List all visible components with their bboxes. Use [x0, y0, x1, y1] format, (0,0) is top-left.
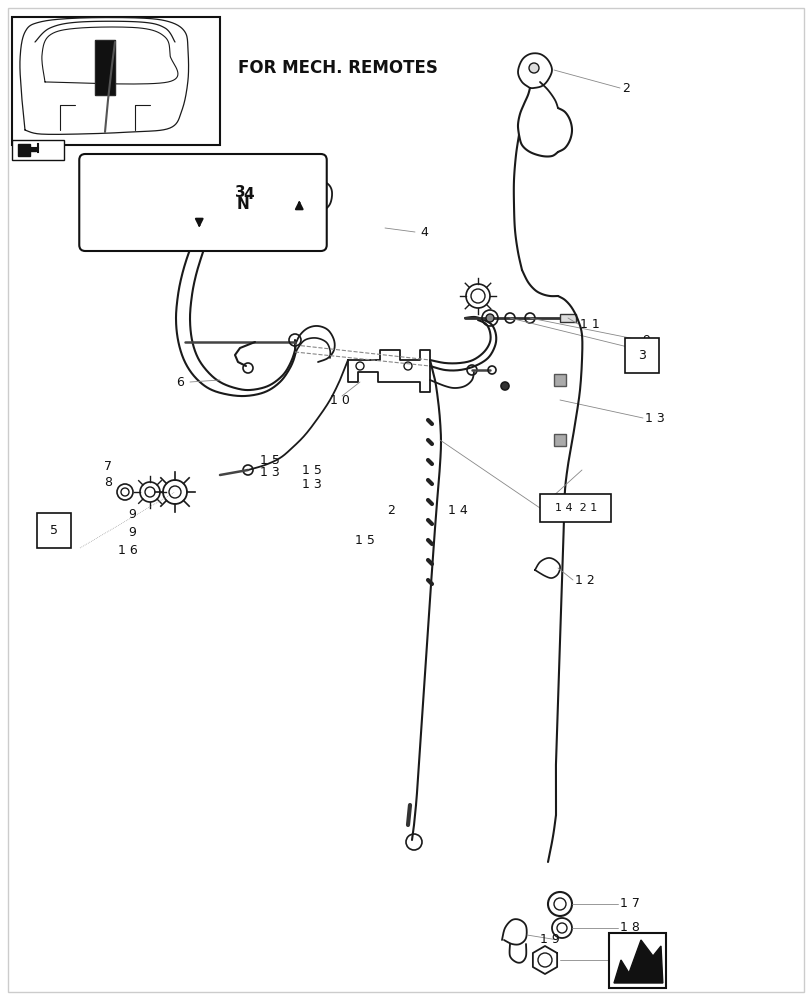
Text: 1 0: 1 0: [329, 393, 350, 406]
Bar: [553, 494, 565, 506]
Bar: [553, 374, 565, 386]
Text: 3: 3: [234, 185, 245, 200]
Polygon shape: [18, 144, 36, 156]
Bar: [560, 314, 575, 322]
Text: 1 5: 1 5: [260, 454, 280, 466]
Bar: [624, 338, 659, 373]
Text: 4: 4: [419, 226, 427, 239]
Text: N: N: [237, 197, 249, 212]
Bar: [296, 223, 303, 227]
Bar: [196, 211, 203, 215]
Text: 1 3: 1 3: [644, 412, 664, 424]
Text: 8: 8: [104, 476, 112, 488]
Text: 1 2: 1 2: [574, 574, 594, 586]
Circle shape: [115, 190, 125, 200]
Circle shape: [500, 382, 508, 390]
Bar: [196, 217, 203, 221]
Bar: [36, 513, 71, 548]
Text: 1 5: 1 5: [354, 534, 375, 546]
Bar: [296, 211, 303, 215]
Bar: [296, 217, 303, 221]
Text: 1 8: 1 8: [620, 921, 639, 934]
Polygon shape: [613, 940, 662, 983]
Text: 4: 4: [242, 187, 253, 202]
Text: 9: 9: [642, 344, 649, 357]
Text: 1 3: 1 3: [260, 466, 280, 479]
Bar: [539, 494, 611, 522]
Bar: [12, 17, 220, 145]
Text: 1: 1: [195, 194, 203, 207]
Text: 1 9: 1 9: [539, 933, 560, 946]
Polygon shape: [95, 40, 115, 95]
Text: 1 7: 1 7: [620, 898, 639, 910]
Text: 9: 9: [128, 526, 135, 538]
Text: FOR MECH. REMOTES: FOR MECH. REMOTES: [238, 59, 437, 77]
Text: 2: 2: [387, 504, 394, 516]
Circle shape: [185, 190, 195, 200]
Text: 3: 3: [637, 349, 646, 362]
Circle shape: [285, 190, 295, 200]
Text: 9: 9: [642, 334, 649, 347]
Text: 1 6: 1 6: [118, 544, 138, 556]
Text: 1 1: 1 1: [579, 318, 599, 330]
Text: 1 3: 1 3: [302, 478, 321, 490]
Bar: [95, 40, 115, 95]
Text: 2 0: 2 0: [620, 953, 639, 966]
Text: 9: 9: [128, 508, 135, 522]
Bar: [196, 223, 203, 227]
Text: 1 5: 1 5: [302, 464, 321, 477]
Text: 1 4: 1 4: [448, 504, 467, 516]
Text: 7: 7: [104, 460, 112, 473]
Text: 1 4  2 1: 1 4 2 1: [554, 503, 596, 513]
Bar: [553, 434, 565, 446]
FancyBboxPatch shape: [79, 154, 326, 251]
Text: 5: 5: [49, 524, 58, 537]
Bar: [296, 229, 303, 232]
Text: 2: 2: [621, 82, 629, 95]
Bar: [12, 140, 64, 160]
Text: 6: 6: [176, 375, 183, 388]
Bar: [608, 933, 665, 988]
Circle shape: [486, 314, 493, 322]
Circle shape: [528, 63, 539, 73]
Bar: [196, 229, 203, 232]
